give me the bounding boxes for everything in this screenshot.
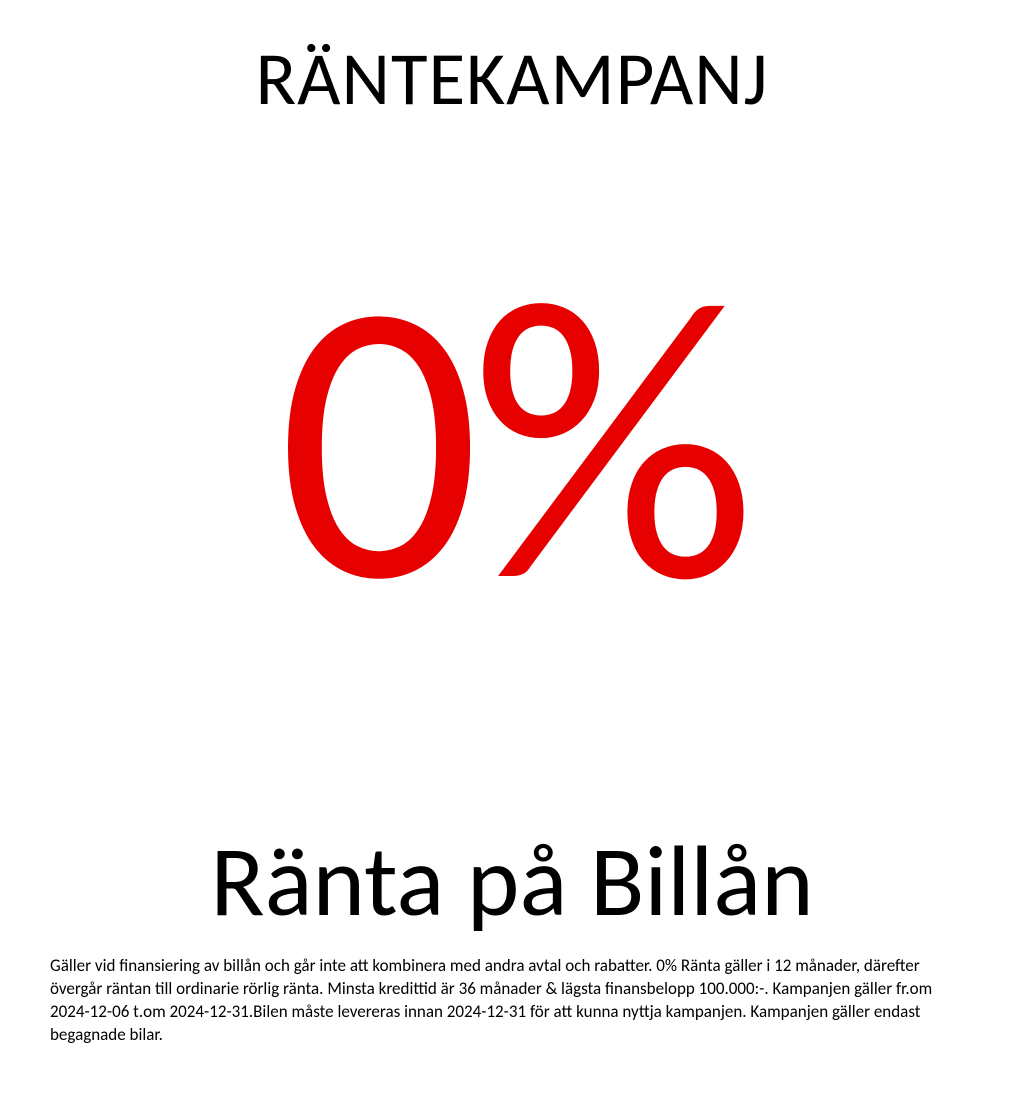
campaign-subtitle: Ränta på Billån — [0, 820, 1024, 942]
campaign-title: RÄNTEKAMPANJ — [0, 34, 1024, 125]
fineprint-terms: Gäller vid finansiering av billån och gå… — [50, 955, 974, 1047]
hero-percentage: 0% — [0, 240, 1024, 640]
